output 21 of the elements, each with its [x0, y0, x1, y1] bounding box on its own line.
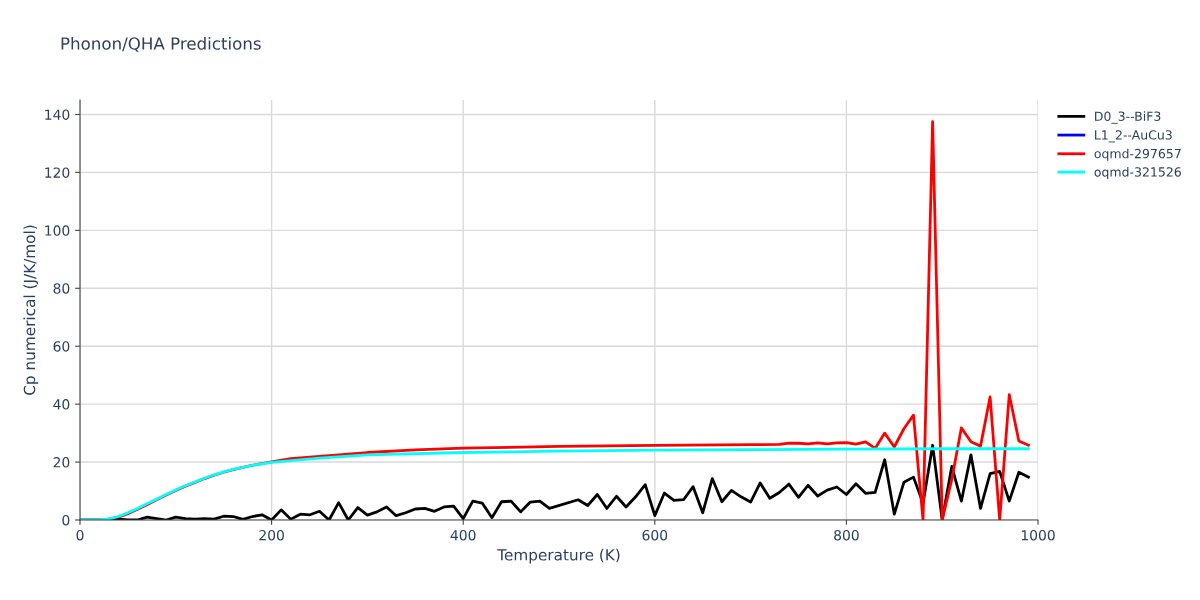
y-tick-label: 40 [53, 399, 70, 410]
x-tick-label: 600 [642, 529, 668, 541]
x-tick-label: 200 [259, 529, 284, 541]
y-tick-label: 60 [53, 341, 70, 352]
y-tick-label: 120 [45, 167, 70, 178]
legend-label: L1_2--AuCu3 [1095, 130, 1172, 143]
x-tick-label: 400 [450, 529, 476, 541]
x-axis-title: Temperature (K) [497, 548, 620, 564]
legend-label: D0_3--BiF3 [1095, 111, 1161, 124]
y-tick-label: 80 [53, 283, 70, 294]
x-tick-label: 800 [834, 529, 859, 541]
y-tick-label: 140 [45, 109, 70, 120]
y-tick-label: 100 [45, 225, 70, 236]
legend-label: oqmd-321526 [1094, 166, 1181, 180]
legend-label: oqmd-297657 [1094, 148, 1181, 161]
x-tick-label: 0 [76, 529, 84, 541]
y-tick-label: 0 [62, 514, 70, 526]
y-tick-label: 20 [53, 457, 70, 468]
y-axis-title: Cp numerical (J/K/mol) [23, 225, 39, 395]
x-tick-label: 1000 [1021, 529, 1055, 541]
chart-title: Phonon/QHA Predictions [61, 36, 261, 52]
